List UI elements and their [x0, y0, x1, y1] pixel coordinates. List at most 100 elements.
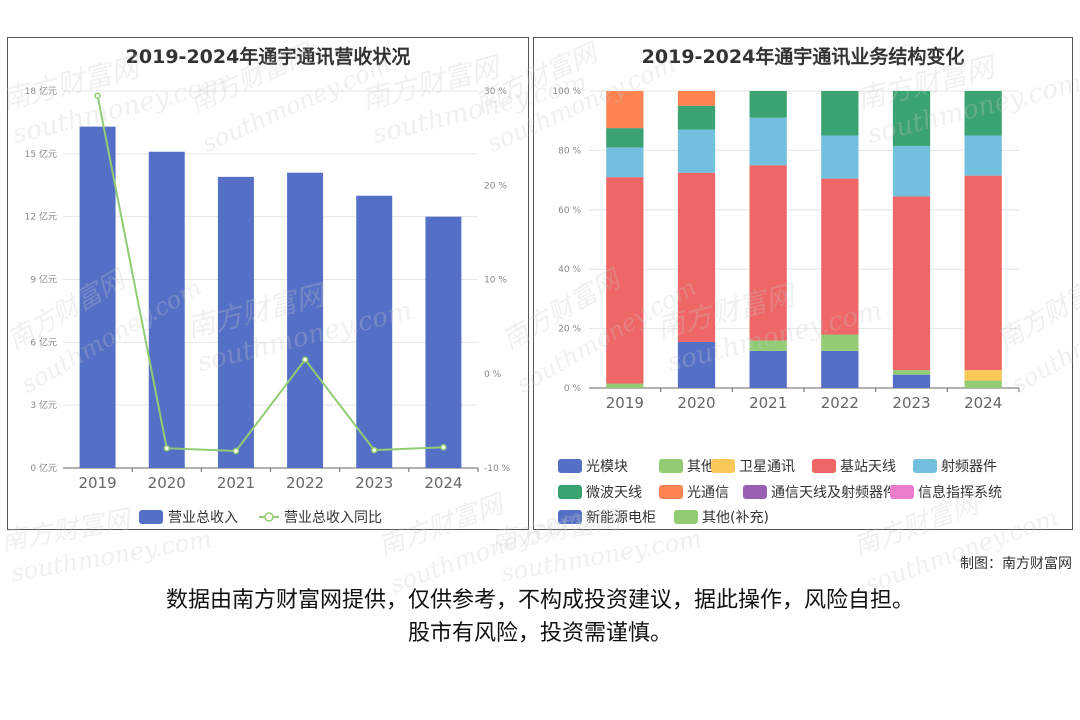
revenue-chart: 0 亿元 3 亿元 6 亿元 9 亿元 12 亿元 15 亿元 18 亿元 -10 % 0 % 1…: [25, 85, 511, 526]
y-tick-label: 12 亿元: [25, 211, 57, 223]
x-tick-label: 2019: [606, 394, 644, 412]
y2-tick-label: 30 %: [484, 87, 507, 97]
stack-segment: [964, 380, 1002, 388]
stack-segment: [606, 147, 644, 178]
legend-swatch: [890, 485, 914, 499]
legend-label: 微波天线: [586, 485, 642, 501]
stack-segment: [821, 334, 859, 351]
y-tick-label: 0 %: [564, 384, 582, 394]
yoy-point: [163, 444, 170, 452]
stack-segment: [821, 91, 859, 136]
stack-segment: [749, 117, 787, 166]
revenue-bar: [356, 195, 393, 468]
stack-segment: [964, 370, 1002, 381]
y-tick-label: 40 %: [558, 265, 581, 275]
revenue-bar: [217, 176, 254, 468]
yoy-point: [94, 92, 101, 99]
watermark: southmoney.com: [9, 524, 214, 588]
y2-tick-label: 10 %: [484, 276, 507, 286]
legend-label: 基站天线: [840, 458, 896, 475]
stack-segment: [606, 177, 644, 384]
legend-swatch: [659, 485, 683, 499]
y2-tick-label: 0 %: [484, 370, 502, 380]
y2-tick-label: -10 %: [484, 464, 511, 474]
revenue-bar: [79, 126, 116, 468]
legend-swatch: [711, 459, 735, 473]
y-tick-label: 9 亿元: [30, 274, 57, 286]
y-tick-label: 0 亿元: [30, 462, 57, 474]
x-tick-label: 2022: [286, 474, 324, 492]
stack-segment: [677, 91, 716, 106]
legend-swatch: [913, 459, 937, 473]
stack-segment: [749, 91, 787, 118]
revenue-bar: [425, 216, 462, 468]
stack-segment: [749, 350, 787, 388]
legend-label: 光通信: [687, 485, 729, 501]
legend-label-revenue: 营业总收入: [168, 510, 238, 526]
stack-segment: [821, 178, 859, 335]
yoy-point: [371, 446, 378, 454]
legend-label-yoy: 营业总收入同比: [284, 510, 382, 526]
x-tick-label: 2021: [749, 394, 787, 412]
stack-segment: [892, 145, 931, 197]
legend-label: 光模块: [586, 459, 628, 475]
y-tick-label: 80 %: [558, 146, 581, 156]
revenue-chart-title: 2019-2024年通宇通讯营收状况: [125, 46, 411, 68]
stack-segment: [821, 350, 859, 388]
revenue-chart-panel: 0 亿元 3 亿元 6 亿元 9 亿元 12 亿元 15 亿元 18 亿元 -10 % 0 % 1…: [7, 37, 529, 530]
y-tick-label: 18 亿元: [25, 85, 57, 97]
legend-label: 卫星通讯: [739, 459, 795, 475]
x-tick-label: 2022: [821, 394, 859, 412]
yoy-point: [232, 447, 240, 455]
y2-tick-label: 20 %: [484, 181, 507, 191]
y-tick-label: 60 %: [558, 206, 581, 216]
stack-segment: [749, 165, 787, 341]
stack-segment: [892, 370, 931, 375]
stack-segment: [821, 135, 859, 179]
legend-swatch: [558, 510, 582, 524]
legend-swatch: [674, 510, 698, 524]
x-tick-label: 2020: [677, 394, 715, 412]
x-tick-label: 2024: [964, 394, 1002, 412]
stack-segment: [749, 340, 787, 351]
legend-swatch: [659, 459, 683, 473]
legend-swatch-revenue: [139, 510, 163, 524]
stack-segment: [677, 105, 716, 130]
yoy-point: [301, 356, 309, 363]
watermark: southmoney.com: [499, 524, 704, 588]
disclaimer-line-1: 数据由南方财富网提供，仅供参考，不构成投资建议，据此操作，风险自担。: [165, 588, 914, 613]
legend-label: 新能源电柜: [586, 510, 656, 526]
y-tick-label: 15 亿元: [25, 148, 57, 160]
y-tick-label: 100 %: [552, 87, 581, 97]
stack-segment: [677, 341, 716, 388]
stack-segment: [677, 129, 716, 173]
legend-swatch: [558, 459, 582, 473]
yoy-point: [440, 444, 447, 451]
revenue-bar: [148, 151, 185, 468]
legend-label: 射频器件: [941, 459, 997, 475]
stack-segment: [606, 91, 644, 129]
x-tick-label: 2024: [424, 474, 462, 492]
stack-segment: [964, 91, 1002, 136]
stack-segment: [964, 175, 1002, 371]
x-tick-label: 2019: [78, 474, 116, 492]
x-tick-label: 2020: [148, 474, 186, 492]
legend-label: 信息指挥系统: [918, 484, 1002, 501]
stack-segment: [606, 128, 644, 148]
business-structure-chart: 0 % 20 % 40 % 60 % 80 % 100 % 2019 2020 2021 2022…: [552, 87, 1020, 526]
x-tick-label: 2023: [355, 474, 393, 492]
legend-swatch: [558, 485, 582, 499]
legend-swatch-yoy-point: [264, 512, 274, 522]
stack-segment: [964, 135, 1002, 176]
stack-segment: [677, 172, 716, 342]
business-structure-chart-title: 2019-2024年通宇通讯业务结构变化: [641, 46, 965, 68]
stack-segment: [892, 196, 931, 371]
y-tick-label: 3 亿元: [30, 399, 57, 411]
yoy-line: [96, 95, 444, 453]
chart-credit: 制图：南方财富网: [960, 556, 1072, 572]
revenue-bar: [287, 172, 324, 468]
x-tick-label: 2021: [217, 474, 255, 492]
legend-swatch: [812, 459, 836, 473]
stack-segment: [892, 374, 931, 388]
legend-swatch: [743, 485, 767, 499]
